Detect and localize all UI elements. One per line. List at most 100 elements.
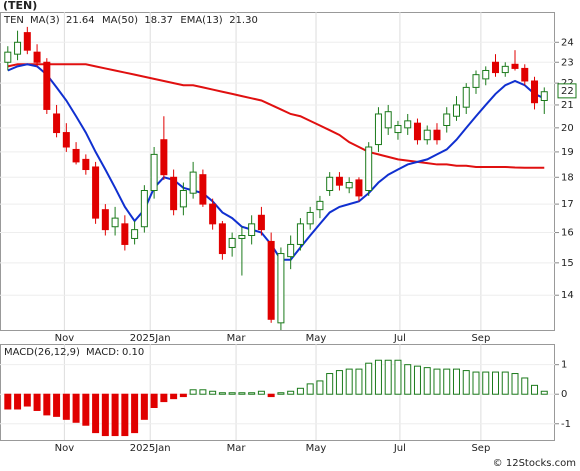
- x-tick-label: 2025Jan: [130, 333, 171, 344]
- candle-body: [62, 132, 70, 148]
- macd-bar: [326, 373, 334, 395]
- macd-bar: [111, 393, 119, 437]
- y-tick-label: 24: [561, 37, 574, 48]
- x-tick-label: 2025Jan: [130, 443, 171, 454]
- candle-body: [540, 91, 548, 102]
- macd-bar: [423, 367, 431, 395]
- candle-body: [238, 235, 246, 239]
- y-tick-label: 20: [561, 123, 574, 134]
- candle-body: [267, 240, 275, 320]
- candle-body: [511, 63, 519, 69]
- candle-body: [345, 182, 353, 189]
- macd-bar: [82, 393, 90, 426]
- chart-title: (TEN): [3, 0, 37, 12]
- legend-name: MA(50): [102, 15, 138, 26]
- candle-body: [101, 209, 109, 231]
- x-tick-label: May: [306, 333, 327, 344]
- candle-body: [521, 67, 529, 82]
- x-tick-label: Mar: [227, 443, 247, 454]
- macd-bar: [150, 393, 158, 409]
- legend-value: 21.30: [229, 15, 258, 26]
- candle-body: [111, 217, 119, 228]
- macd-value-name: MACD:: [86, 347, 119, 358]
- candle-body: [43, 61, 51, 110]
- candle-body: [218, 223, 226, 255]
- macd-bar: [355, 368, 363, 395]
- macd-bar: [511, 373, 519, 395]
- macd-bar: [189, 389, 197, 395]
- macd-bar: [501, 371, 509, 395]
- candle-body: [492, 61, 500, 74]
- macd-bar: [365, 362, 373, 395]
- y-tick-label: 0: [561, 389, 567, 400]
- candle-body: [82, 158, 90, 171]
- y-tick-label: 1: [561, 360, 567, 371]
- macd-bar: [335, 370, 343, 395]
- candle-body: [131, 229, 139, 239]
- x-tick-label: Sep: [471, 443, 490, 454]
- macd-bar: [62, 393, 70, 420]
- candle-body: [228, 237, 236, 248]
- x-tick-label: Nov: [55, 333, 75, 344]
- macd-bar: [179, 393, 187, 398]
- candle-body: [462, 86, 470, 108]
- macd-bar: [287, 390, 295, 395]
- macd-bar: [277, 392, 285, 395]
- watermark: © 12Stocks.com: [493, 458, 576, 469]
- macd-bar: [92, 393, 100, 434]
- price-tag-box: [557, 83, 577, 99]
- macd-bar: [43, 393, 51, 416]
- macd-bar: [443, 368, 451, 395]
- candle-body: [482, 69, 490, 80]
- candle-body: [14, 41, 22, 55]
- candle-body: [33, 51, 41, 63]
- candle-body: [23, 32, 31, 51]
- macd-bar: [209, 390, 217, 395]
- candle-body: [160, 139, 168, 176]
- y-tick-label: 16: [561, 228, 574, 239]
- y-tick-label: 19: [561, 147, 574, 158]
- macd-bar: [374, 359, 382, 395]
- macd-bar: [228, 392, 236, 395]
- candle-body: [199, 174, 207, 205]
- candle-body: [277, 253, 285, 324]
- x-tick-label: Nov: [55, 443, 75, 454]
- macd-bar: [413, 365, 421, 395]
- macd-bar: [140, 393, 148, 420]
- macd-bar: [160, 393, 168, 403]
- candle-body: [365, 146, 373, 192]
- legend-name: MA(3): [30, 15, 60, 26]
- moving-average-line: [7, 63, 545, 169]
- y-tick-label: 17: [561, 199, 574, 210]
- x-tick-label: Jul: [393, 443, 406, 454]
- macd-bar: [248, 392, 256, 395]
- x-tick-label: Mar: [227, 333, 247, 344]
- candle-body: [374, 113, 382, 146]
- macd-bar: [531, 384, 539, 395]
- candle-body: [423, 129, 431, 141]
- macd-bar: [72, 393, 80, 423]
- x-tick-label: May: [306, 443, 327, 454]
- candle-body: [326, 176, 334, 192]
- candle-body: [452, 104, 460, 117]
- macd-bar: [101, 393, 109, 437]
- y-tick-label: 14: [561, 290, 574, 301]
- candle-body: [335, 176, 343, 186]
- y-tick-label: -1: [561, 419, 571, 430]
- macd-bar: [521, 377, 529, 395]
- candle-body: [355, 179, 363, 197]
- macd-bar: [306, 383, 314, 395]
- candle-body: [296, 223, 304, 245]
- price-tag-label: 22: [561, 86, 574, 97]
- y-tick-label: 18: [561, 172, 574, 183]
- macd-title: MACD(26,12,9): [4, 347, 80, 358]
- macd-bar: [492, 371, 500, 395]
- candle-body: [72, 148, 80, 163]
- macd-bar: [23, 393, 31, 407]
- macd-bar: [121, 393, 129, 437]
- candle-body: [306, 211, 314, 225]
- candle-body: [531, 80, 539, 104]
- symbol-label: TEN: [3, 15, 24, 26]
- candle-body: [257, 214, 265, 231]
